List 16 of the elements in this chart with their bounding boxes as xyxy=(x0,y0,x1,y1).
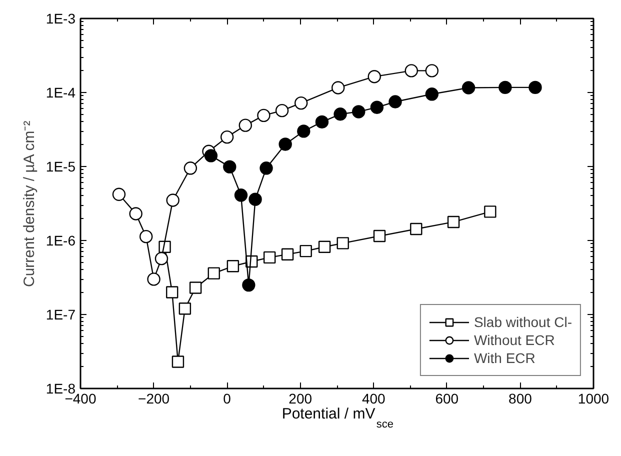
legend-label: Without ECR xyxy=(474,331,555,349)
y-tick-label: 1E-4 xyxy=(46,84,76,100)
legend-label: With ECR xyxy=(474,349,536,367)
x-tick-label: 200 xyxy=(288,390,312,406)
x-tick-label: 0 xyxy=(223,390,232,406)
y-tick-label: 1E-7 xyxy=(46,306,76,322)
y-tick-label: 1E-3 xyxy=(46,10,76,26)
x-tick-label: 400 xyxy=(362,390,386,406)
x-tick-label: −200 xyxy=(138,390,170,406)
y-tick-label: 1E-5 xyxy=(46,158,76,174)
x-tick-label: 800 xyxy=(508,390,532,406)
y-tick-label: 1E-6 xyxy=(46,232,76,248)
legend-label: Slab without Cl- xyxy=(474,313,572,331)
x-tick-label: 600 xyxy=(435,390,459,406)
x-tick-label: 1000 xyxy=(578,390,610,406)
y-axis-title: Current density / µA cm⁻² xyxy=(20,120,38,288)
